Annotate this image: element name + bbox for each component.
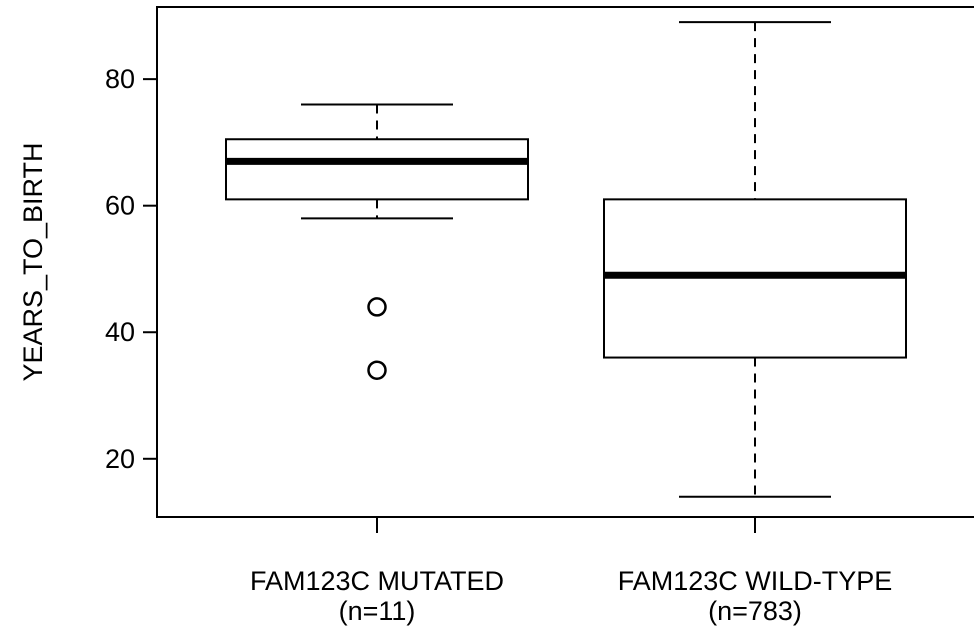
y-axis: 20 40 60 80 [105, 64, 157, 474]
x-category-n-label: (n=11) [339, 596, 416, 626]
x-category-label: FAM123C MUTATED [250, 566, 504, 596]
x-axis: FAM123C MUTATED(n=11) FAM123C WILD-TYPE(n… [250, 517, 892, 626]
box-2 [603, 21, 907, 498]
iqr-box [225, 138, 529, 201]
y-axis-title: YEARS_TO_BIRTH [18, 142, 48, 381]
y-tick-label: 60 [105, 191, 135, 221]
y-tick-label: 80 [105, 64, 135, 94]
box-group [225, 21, 907, 498]
box-1 [225, 103, 529, 380]
outlier-point [367, 360, 387, 380]
y-tick-label: 40 [105, 317, 135, 347]
plot-frame [156, 6, 974, 518]
x-category-label: FAM123C WILD-TYPE [618, 566, 893, 596]
x-category-n-label: (n=783) [708, 596, 802, 626]
y-tick-label: 20 [105, 444, 135, 474]
outlier-point [367, 297, 387, 317]
